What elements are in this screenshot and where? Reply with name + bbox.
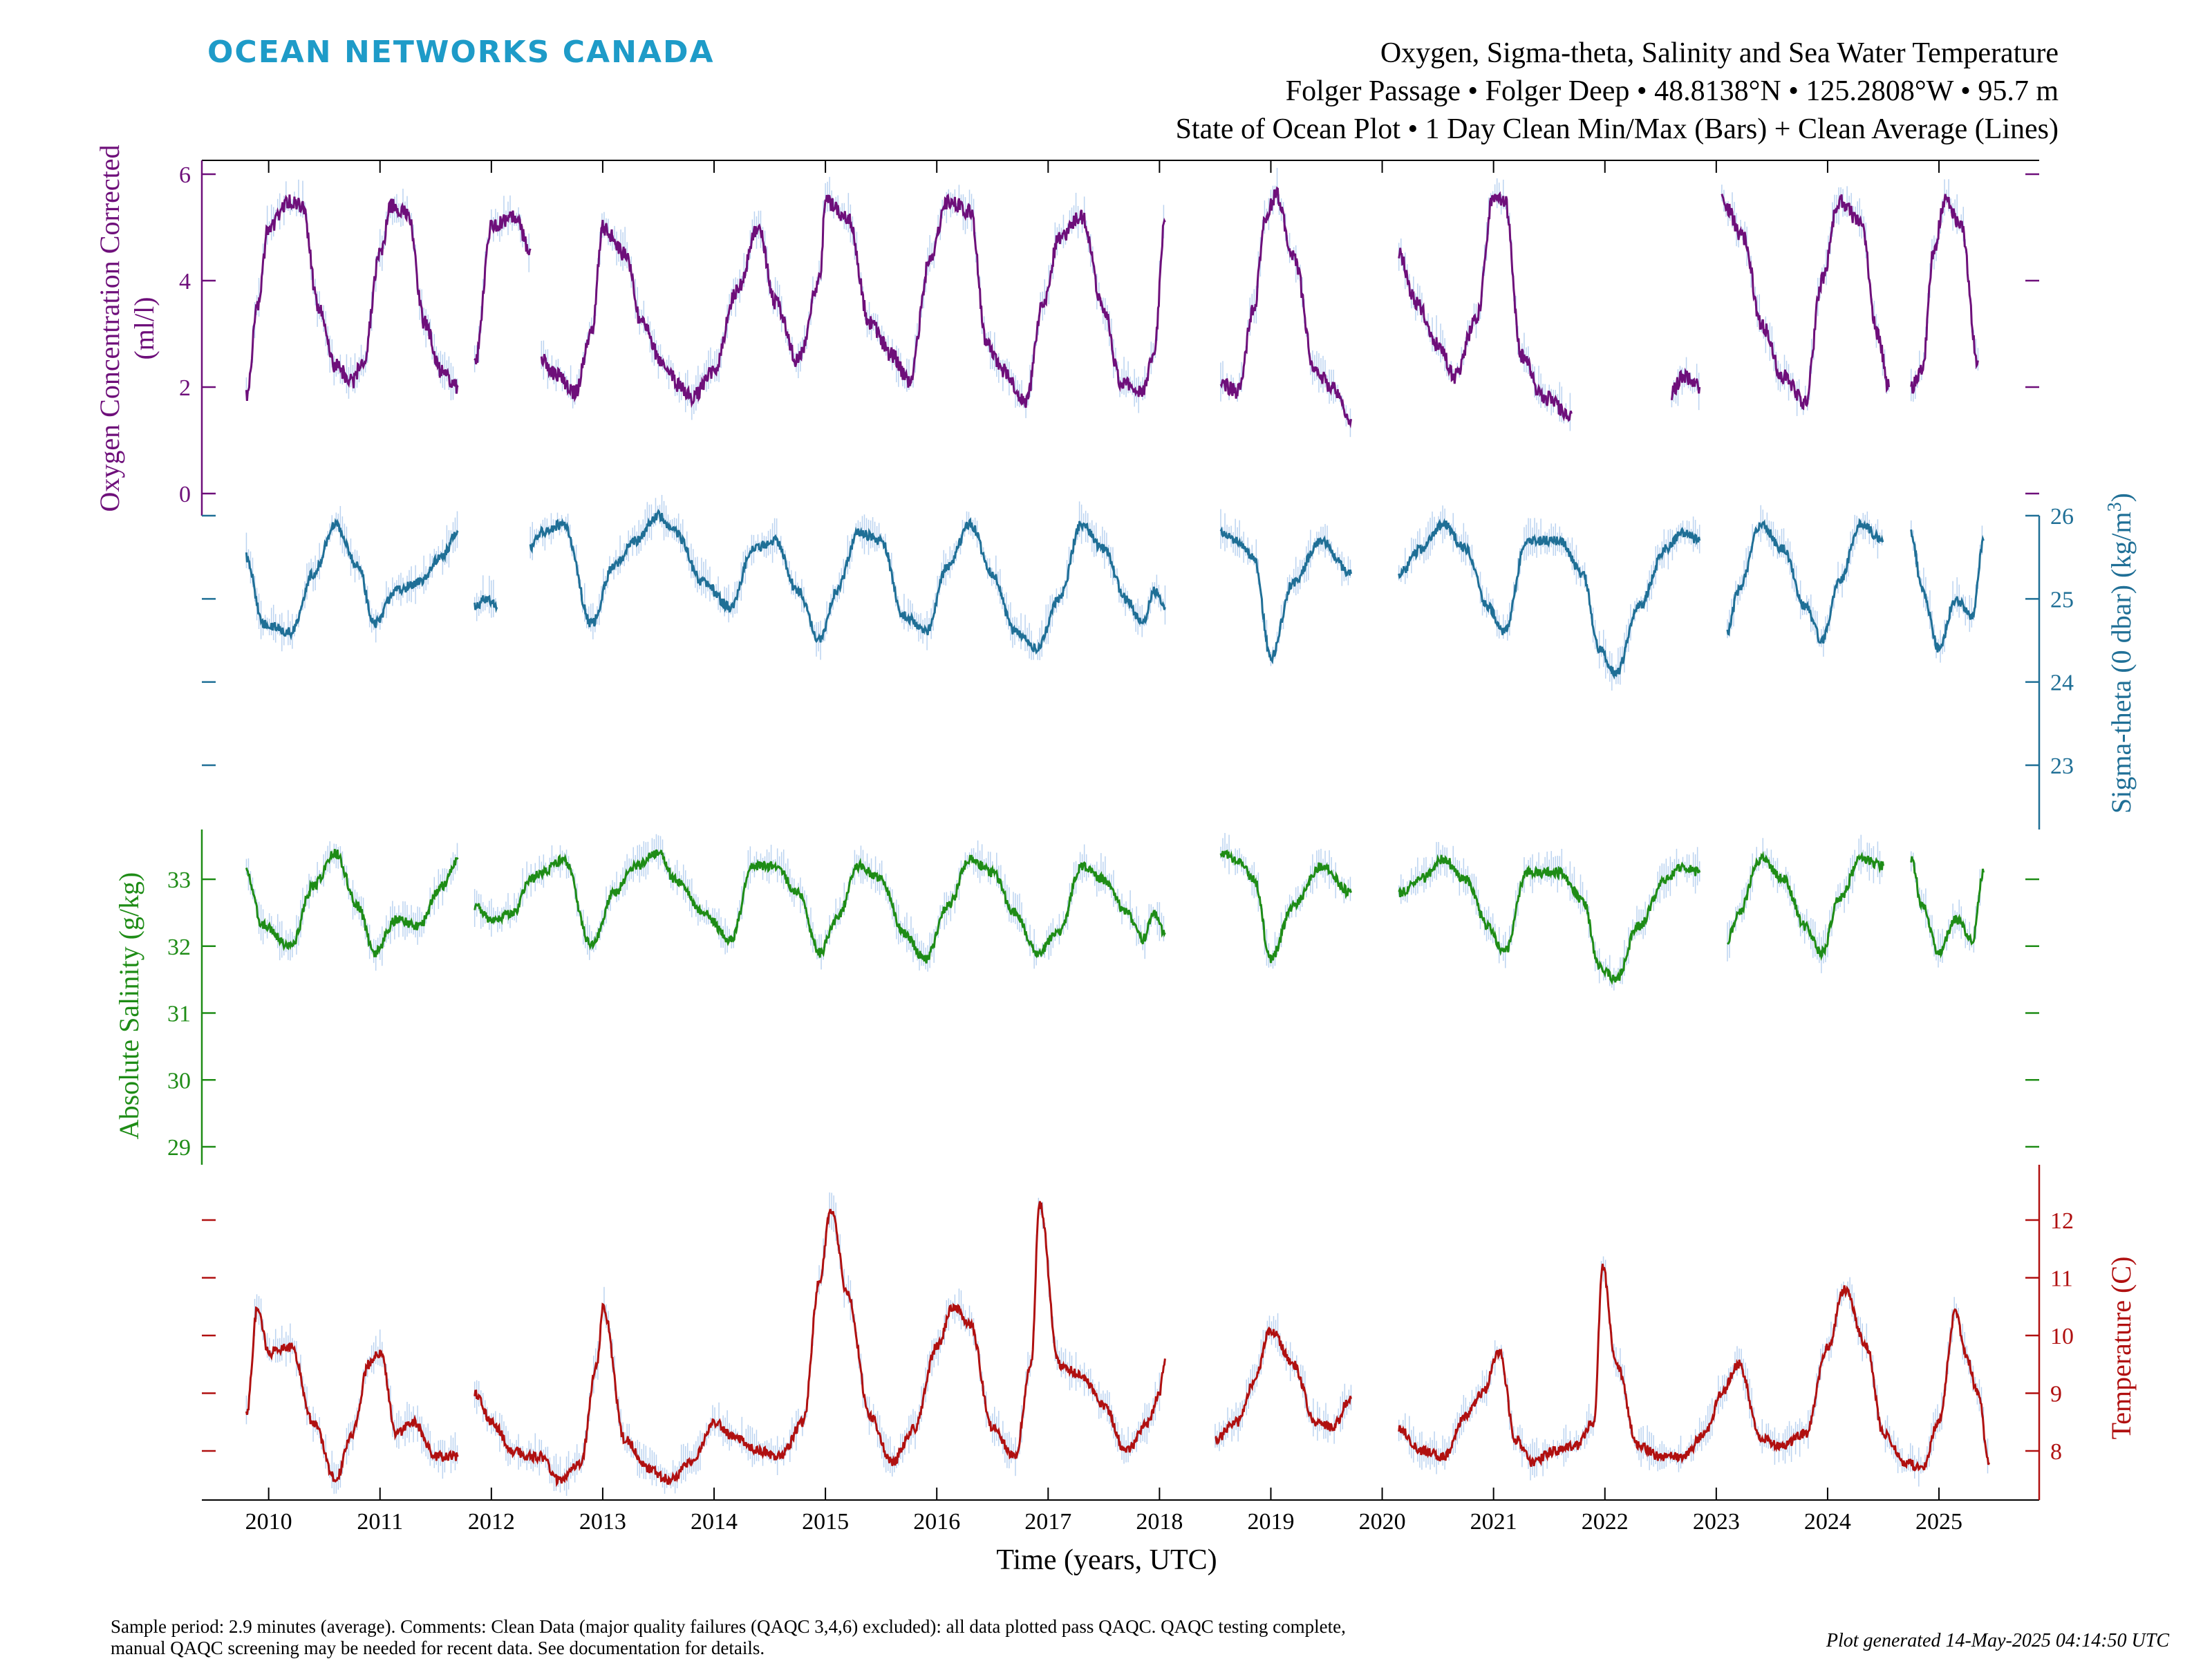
salinity-line xyxy=(474,849,1166,964)
salinity-axis-label: Absolute Salinity (g/kg) xyxy=(113,872,144,1140)
oxygen-axis-label-line1: Oxygen Concentration Corrected xyxy=(94,145,125,512)
oxygen-tick-label: 0 xyxy=(179,482,191,507)
salinity-tick-label: 32 xyxy=(167,935,191,960)
x-tick-label: 2021 xyxy=(1470,1509,1517,1535)
temperature-tick-label: 11 xyxy=(2050,1266,2073,1292)
oxygen-line xyxy=(1721,194,1890,411)
oxygen-line xyxy=(1910,194,1979,394)
salinity-axis: 29 30 31 32 33 xyxy=(167,830,2039,1165)
salinity-tick-label: 31 xyxy=(167,1002,191,1027)
sigma-line xyxy=(1219,526,1352,665)
x-tick-label: 2020 xyxy=(1359,1509,1406,1535)
temperature-line xyxy=(474,1201,1166,1488)
sigma-tick-label: 24 xyxy=(2050,671,2074,696)
chart-title: Oxygen, Sigma-theta, Salinity and Sea Wa… xyxy=(1176,35,2059,149)
x-tick-label: 2015 xyxy=(802,1509,849,1535)
oxygen-series xyxy=(245,167,1979,438)
oxygen-axis: 0 2 4 6 xyxy=(179,160,2039,516)
oxygen-tick-label: 4 xyxy=(179,269,191,294)
salinity-line xyxy=(1219,850,1352,964)
title-line-1: Oxygen, Sigma-theta, Salinity and Sea Wa… xyxy=(1380,37,2059,69)
footer-comments: Sample period: 2.9 minutes (average). Co… xyxy=(111,1616,1756,1659)
x-tick-label: 2016 xyxy=(913,1509,960,1535)
temperature-tick-label: 8 xyxy=(2050,1439,2062,1465)
sigma-line xyxy=(474,594,498,613)
sigma-line xyxy=(1726,518,1884,644)
x-axis-label: Time (years, UTC) xyxy=(996,1544,1217,1576)
oxygen-line xyxy=(1219,186,1352,429)
oxygen-line xyxy=(474,210,532,365)
x-tick-label: 2013 xyxy=(579,1509,626,1535)
oxygen-line xyxy=(1398,191,1573,422)
oxygen-tick-label: 6 xyxy=(179,162,191,188)
sigma-axis: 23 24 25 26 xyxy=(202,504,2074,830)
salinity-line xyxy=(1910,856,1985,959)
sigma-tick-label: 23 xyxy=(2050,753,2074,779)
temperature-line xyxy=(1398,1264,1990,1472)
salinity-tick-label: 30 xyxy=(167,1068,191,1094)
sigma-tick-label: 25 xyxy=(2050,587,2074,612)
x-tick-label: 2025 xyxy=(1915,1509,1962,1535)
x-tick-label: 2019 xyxy=(1247,1509,1294,1535)
y-axis-labels: Oxygen Concentration Corrected (ml/l) Sigm… xyxy=(94,145,2137,1440)
temperature-axis-label: Temperature (C) xyxy=(2106,1257,2137,1440)
oxygen-line xyxy=(245,194,459,402)
footer-comments-line-2: manual QAQC screening may be needed for … xyxy=(111,1638,765,1658)
sigma-line xyxy=(1910,529,1985,653)
x-tick-label: 2023 xyxy=(1693,1509,1740,1535)
x-tick-label: 2014 xyxy=(691,1509,738,1535)
x-tick-label: 2022 xyxy=(1582,1509,1629,1535)
ocean-networks-canada-logo: OCEAN NETWORKS CANADA xyxy=(207,35,715,70)
salinity-line xyxy=(1398,854,1701,985)
title-line-3: State of Ocean Plot • 1 Day Clean Min/Ma… xyxy=(1175,113,2059,145)
oxygen-line xyxy=(1670,367,1701,400)
plot-generated-stamp: Plot generated 14-May-2025 04:14:50 UTC xyxy=(1826,1630,2169,1651)
x-tick-label: 2024 xyxy=(1804,1509,1851,1535)
x-tick-label: 2012 xyxy=(468,1509,515,1535)
sigma-series xyxy=(245,494,1985,691)
temperature-tick-label: 12 xyxy=(2050,1208,2074,1234)
salinity-tick-label: 29 xyxy=(167,1135,191,1161)
sigma-line xyxy=(1398,518,1701,679)
oxygen-tick-label: 2 xyxy=(179,375,191,401)
x-tick-label: 2010 xyxy=(245,1509,292,1535)
x-tick-label: 2017 xyxy=(1024,1509,1071,1535)
x-tick-label: 2018 xyxy=(1136,1509,1183,1535)
temperature-tick-label: 10 xyxy=(2050,1324,2074,1349)
temperature-line xyxy=(245,1306,459,1483)
salinity-line xyxy=(245,849,459,957)
sigma-line xyxy=(529,509,1166,655)
oxygen-line xyxy=(540,193,1166,409)
footer-comments-line-1: Sample period: 2.9 minutes (average). Co… xyxy=(111,1616,1346,1637)
sigma-line xyxy=(245,518,459,641)
temperature-series xyxy=(245,1192,1990,1496)
temperature-tick-label: 9 xyxy=(2050,1382,2062,1407)
sigma-tick-label: 26 xyxy=(2050,504,2074,529)
x-axis: 2010 2011 2012 2013 2014 2015 2016 2017 2018 2019… xyxy=(245,160,1962,1576)
sigma-axis-label: Sigma-theta (0 dbar) (kg/m3) xyxy=(2104,493,2137,814)
salinity-line xyxy=(1727,850,1884,962)
x-tick-label: 2011 xyxy=(357,1509,403,1535)
oxygen-axis-label-line2: (ml/l) xyxy=(129,297,160,359)
title-line-2: Folger Passage • Folger Deep • 48.8138°N… xyxy=(1285,75,2059,107)
salinity-series xyxy=(245,833,1985,991)
temperature-line xyxy=(1215,1326,1352,1445)
axes-frame xyxy=(202,160,2039,1501)
temperature-axis: 8 9 10 11 12 xyxy=(202,1165,2074,1500)
salinity-tick-label: 33 xyxy=(167,868,191,893)
